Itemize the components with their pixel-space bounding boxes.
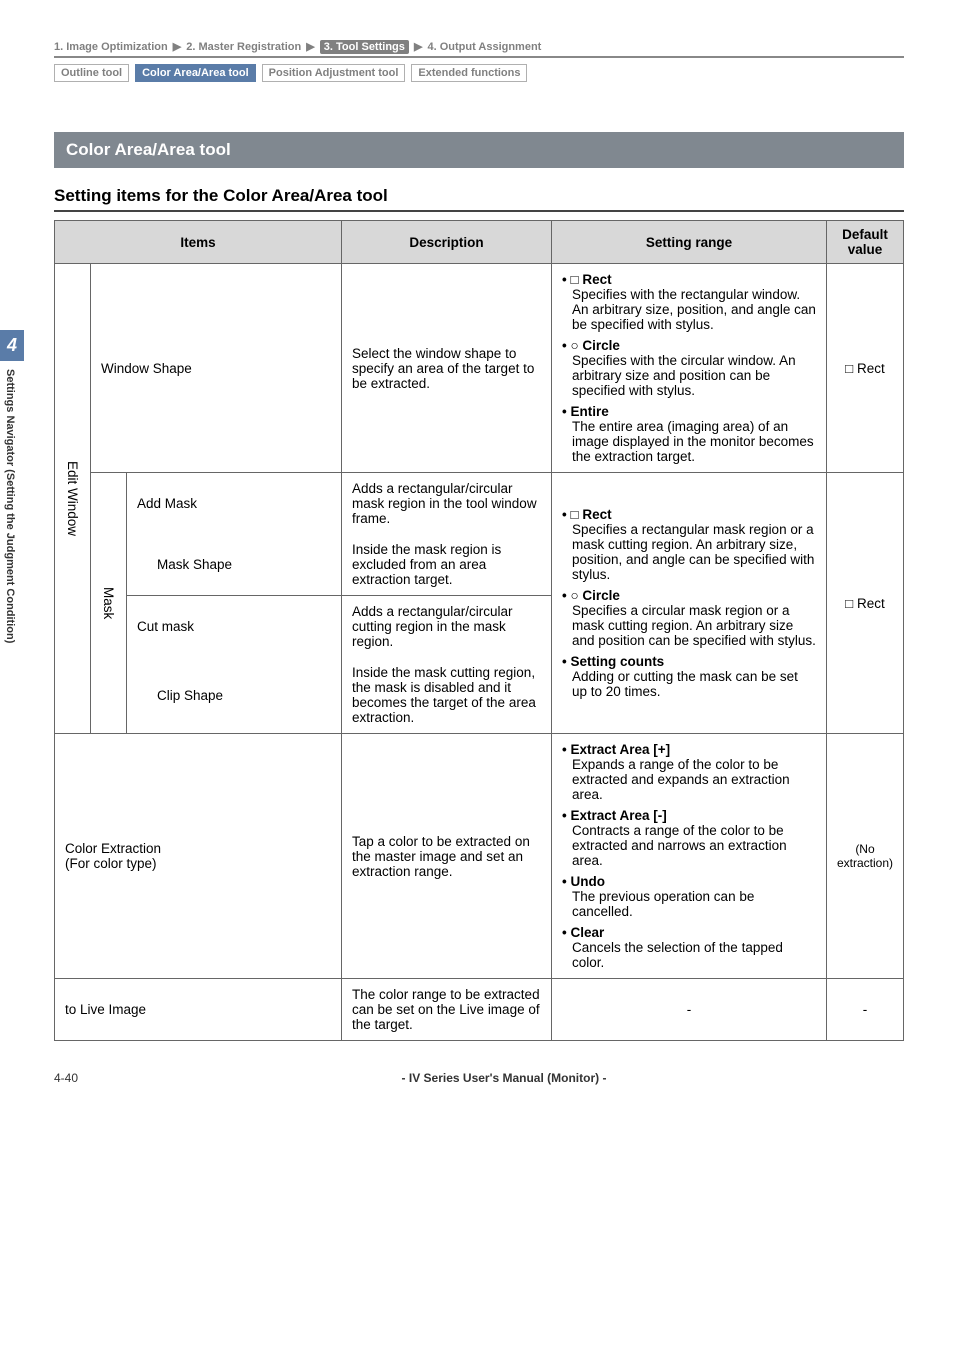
range-body: Specifies with the circular window. An a… xyxy=(562,353,816,398)
table-row: Color Extraction (For color type) Tap a … xyxy=(55,734,904,979)
default: - xyxy=(826,979,903,1041)
chevron-right-icon: ▶ xyxy=(306,41,314,53)
group-mask: Mask xyxy=(91,473,127,734)
range-title: • □ Rect xyxy=(562,272,612,287)
desc: Select the window shape to specify an ar… xyxy=(341,264,551,473)
footer-title: - IV Series User's Manual (Monitor) - xyxy=(104,1071,904,1085)
section-title: Color Area/Area tool xyxy=(54,132,904,168)
range-body: Adding or cutting the mask can be set up… xyxy=(562,669,816,699)
bc-item: 4. Output Assignment xyxy=(427,41,541,53)
range-body: The previous operation can be cancelled. xyxy=(562,889,816,919)
item-add-mask: Add Mask xyxy=(127,473,342,535)
range-title: • ○ Circle xyxy=(562,588,620,603)
spacer xyxy=(127,657,148,734)
table-row: Mask Add Mask Adds a rectangular/circula… xyxy=(55,473,904,535)
chevron-right-icon: ▶ xyxy=(173,41,181,53)
range-title: • Entire xyxy=(562,404,609,419)
range-title: • Clear xyxy=(562,925,604,940)
range-title: • Extract Area [+] xyxy=(562,742,670,757)
desc: Tap a color to be extracted on the maste… xyxy=(341,734,551,979)
range-title: • Undo xyxy=(562,874,605,889)
tab-extended[interactable]: Extended functions xyxy=(411,64,527,82)
item-clip-shape: Clip Shape xyxy=(147,657,341,734)
range-body: The entire area (imaging area) of an ima… xyxy=(562,419,816,464)
item-window-shape: Window Shape xyxy=(91,264,342,473)
range-body: Specifies a circular mask region or a ma… xyxy=(562,603,816,648)
range-body: Specifies a rectangular mask region or a… xyxy=(562,522,816,582)
breadcrumb: 1. Image Optimization ▶ 2. Master Regist… xyxy=(54,40,904,53)
desc: Adds a rectangular/circular mask region … xyxy=(341,473,551,535)
desc: Inside the mask region is excluded from … xyxy=(341,534,551,596)
setting-range: - xyxy=(551,979,826,1041)
default: □ Rect xyxy=(826,264,903,473)
item-cut-mask: Cut mask xyxy=(127,596,342,658)
range-title: • ○ Circle xyxy=(562,338,620,353)
col-desc: Description xyxy=(341,221,551,264)
default: (No extraction) xyxy=(826,734,903,979)
desc: The color range to be extracted can be s… xyxy=(341,979,551,1041)
setting-range: • □ Rect Specifies a rectangular mask re… xyxy=(551,473,826,734)
setting-range: • □ Rect Specifies with the rectangular … xyxy=(551,264,826,473)
col-range: Setting range xyxy=(551,221,826,264)
range-body: Expands a range of the color to be extra… xyxy=(562,757,816,802)
col-items: Items xyxy=(55,221,342,264)
sub-heading: Setting items for the Color Area/Area to… xyxy=(54,186,904,212)
tab-row: Outline tool Color Area/Area tool Positi… xyxy=(54,64,904,82)
bc-item-active: 3. Tool Settings xyxy=(320,40,409,54)
bc-item: 1. Image Optimization xyxy=(54,41,168,53)
page-number: 4-40 xyxy=(54,1071,104,1085)
range-title: • Extract Area [-] xyxy=(562,808,667,823)
settings-table: Items Description Setting range Default … xyxy=(54,220,904,1041)
item-mask-shape: Mask Shape xyxy=(147,534,341,596)
bc-item: 2. Master Registration xyxy=(186,41,301,53)
desc: Adds a rectangular/circular cutting regi… xyxy=(341,596,551,658)
table-row: Edit Window Window Shape Select the wind… xyxy=(55,264,904,473)
tab-outline[interactable]: Outline tool xyxy=(54,64,129,82)
default: □ Rect xyxy=(826,473,903,734)
item-color-extraction: Color Extraction (For color type) xyxy=(55,734,342,979)
setting-range: • Extract Area [+] Expands a range of th… xyxy=(551,734,826,979)
side-label: Settings Navigator (Setting the Judgment… xyxy=(0,361,20,651)
item-live-image: to Live Image xyxy=(55,979,342,1041)
range-body: Contracts a range of the color to be ext… xyxy=(562,823,816,868)
table-row: to Live Image The color range to be extr… xyxy=(55,979,904,1041)
range-body: Cancels the selection of the tapped colo… xyxy=(562,940,816,970)
range-title: • □ Rect xyxy=(562,507,612,522)
tab-color-area[interactable]: Color Area/Area tool xyxy=(135,64,256,82)
chevron-right-icon: ▶ xyxy=(414,41,422,53)
group-edit-window: Edit Window xyxy=(55,264,91,734)
chapter-number: 4 xyxy=(0,330,24,361)
range-body: Specifies with the rectangular window. A… xyxy=(562,287,816,332)
tab-position[interactable]: Position Adjustment tool xyxy=(262,64,406,82)
range-title: • Setting counts xyxy=(562,654,664,669)
desc: Inside the mask cutting region, the mask… xyxy=(341,657,551,734)
col-default: Default value xyxy=(826,221,903,264)
spacer xyxy=(127,534,148,596)
